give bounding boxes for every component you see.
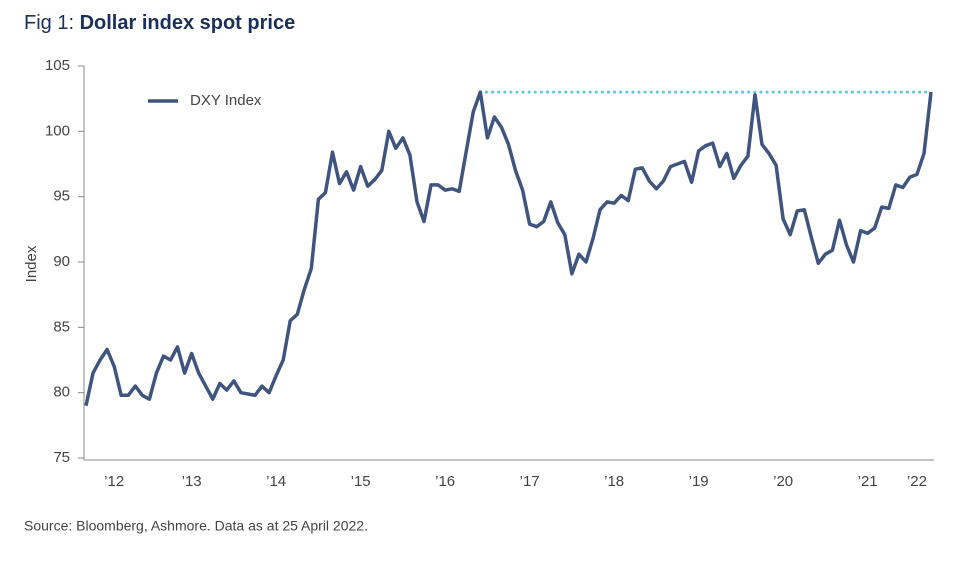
source-note: Source: Bloomberg, Ashmore. Data as at 2… (24, 518, 368, 534)
legend-label: DXY Index (190, 92, 262, 109)
title-main: Dollar index spot price (80, 12, 296, 34)
y-tick-label: 80 (53, 384, 70, 401)
y-tick-label: 95 (53, 188, 70, 205)
x-tick-label: ’16 (435, 473, 455, 490)
x-tick-label: ’20 (773, 473, 793, 490)
x-tick-label: ’15 (351, 473, 371, 490)
x-tick-label: ’21 (858, 473, 878, 490)
x-tick-label: ’19 (689, 473, 709, 490)
data-line (84, 90, 933, 407)
y-tick-label: 90 (53, 253, 70, 270)
x-tick-label: ’14 (266, 473, 286, 490)
y-axis-label: Index (23, 245, 40, 282)
chart-title: Fig 1: Dollar index spot price (24, 12, 295, 34)
y-tick-label: 85 (53, 318, 70, 335)
x-tick-label: ’13 (182, 473, 202, 490)
title-prefix: Fig 1: (24, 12, 74, 34)
x-tick-label: ’22 (907, 473, 927, 490)
y-tick-label: 100 (45, 122, 70, 139)
y-tick-label: 75 (53, 449, 70, 466)
x-tick-label: ’12 (104, 473, 124, 490)
x-tick-label: ’18 (604, 473, 624, 490)
x-tick-label: ’17 (520, 473, 540, 490)
y-tick-label: 105 (45, 57, 70, 74)
